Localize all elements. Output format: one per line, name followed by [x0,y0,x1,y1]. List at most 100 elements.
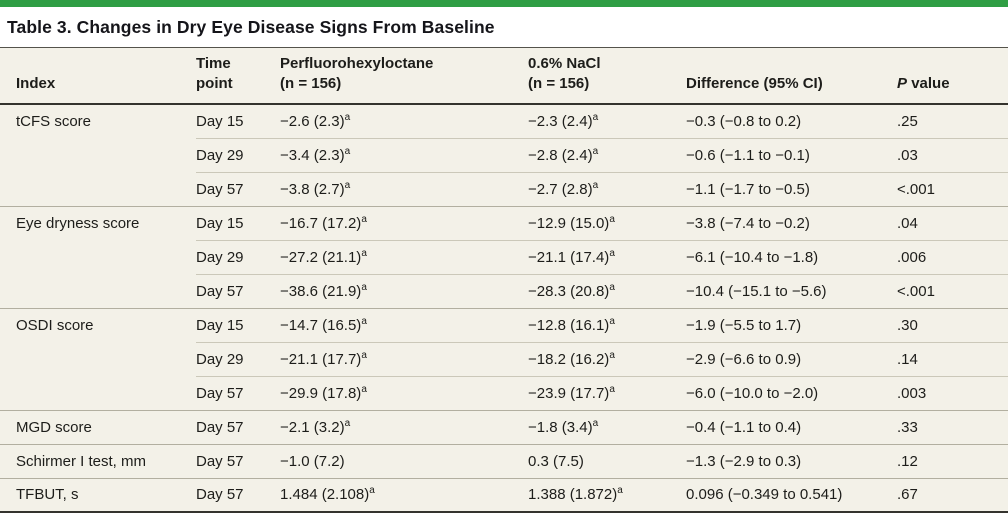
footnote-marker: a [592,417,599,429]
time-point-cell: Day 15 [196,205,280,240]
p-value-cell: .006 [897,239,1008,274]
pfho-value-cell: −3.4 (2.3)a [280,137,528,172]
header-difference: Difference (95% CI) [686,48,897,105]
footnote-marker: a [592,111,599,123]
table-row: TFBUT, s Day 57 1.484 (2.108)a 1.388 (1.… [0,477,1008,512]
difference-cell: 0.096 (−0.349 to 0.541) [686,477,897,512]
table-row: tCFS score Day 15 −2.6 (2.3)a −2.3 (2.4)… [0,104,1008,138]
pfho-value-cell: −3.8 (2.7)a [280,171,528,206]
time-point-cell: Day 29 [196,239,280,274]
table-row: Day 57 −29.9 (17.8)a −23.9 (17.7)a −6.0 … [0,375,1008,410]
pfho-value-cell: −29.9 (17.8)a [280,375,528,410]
index-cell: Eye dryness score [0,205,196,240]
difference-cell: −6.1 (−10.4 to −1.8) [686,239,897,274]
time-point-cell: Day 57 [196,171,280,206]
p-value-cell: .33 [897,409,1008,444]
table-title: Table 3. Changes in Dry Eye Disease Sign… [7,16,495,37]
table-row: Day 29 −21.1 (17.7)a −18.2 (16.2)a −2.9 … [0,341,1008,376]
time-point-cell: Day 15 [196,307,280,342]
index-cell [0,376,196,410]
table-row: MGD score Day 57 −2.1 (3.2)a −1.8 (3.4)a… [0,409,1008,444]
footnote-marker: a [609,315,615,327]
table-header-row: Index Time point Perfluorohexyloctane (n =… [0,48,1008,105]
difference-cell: −0.3 (−0.8 to 0.2) [686,112,802,130]
difference-cell: −2.9 (−6.6 to 0.9) [686,341,897,376]
nacl-value-cell: −2.7 (2.8)a [528,171,686,206]
p-value-cell: <.001 [897,171,1008,206]
footnote-marker: a [592,145,599,157]
nacl-value-cell: 0.3 (7.5) [528,443,686,478]
nacl-value-cell: −21.1 (17.4)a [528,239,686,274]
pfho-value-cell: −2.1 (3.2)a [280,409,528,444]
difference-cell: −1.9 (−5.5 to 1.7) [686,307,897,342]
footnote-marker: a [361,315,367,327]
footnote-marker: a [361,213,367,225]
nacl-value-cell: −2.3 (2.4)a [528,111,599,130]
pfho-value-cell: −2.6 (2.3)a [280,111,351,130]
difference-cell: −3.8 (−7.4 to −0.2) [686,205,897,240]
p-value-cell: <.001 [897,273,1008,308]
footnote-marker: a [361,247,367,259]
footnote-marker: a [609,247,615,259]
dry-eye-signs-table: Index Time point Perfluorohexyloctane (n =… [0,48,1008,513]
table-row: Day 57 −38.6 (21.9)a −28.3 (20.8)a −10.4… [0,273,1008,308]
table-row: Day 57 −3.8 (2.7)a −2.7 (2.8)a −1.1 (−1.… [0,171,1008,206]
p-value-cell: .003 [897,375,1008,410]
footnote-marker: a [609,349,615,361]
p-value-cell: .25 [897,112,918,130]
footnote-marker: a [609,281,615,293]
index-cell: TFBUT, s [0,477,196,512]
p-value-cell: .14 [897,341,1008,376]
footnote-marker: a [361,349,367,361]
footnote-marker: a [361,383,367,395]
time-point-cell: Day 29 [196,341,280,376]
nacl-value-cell: −12.8 (16.1)a [528,307,686,342]
time-point-cell: Day 57 [196,409,280,444]
pfho-value-cell: −38.6 (21.9)a [280,273,528,308]
time-point-cell: Day 57 [196,477,280,512]
footnote-marker: a [369,485,375,497]
header-p-value: P value [897,48,1008,105]
p-value-cell: .30 [897,307,1008,342]
pfho-value-cell: −14.7 (16.5)a [280,307,528,342]
pfho-value-cell: −27.2 (21.1)a [280,239,528,274]
header-index: Index [0,48,196,105]
index-cell [0,172,196,206]
nacl-value-cell: −23.9 (17.7)a [528,375,686,410]
footnote-marker: a [344,179,351,191]
nacl-value-cell: −2.8 (2.4)a [528,137,686,172]
footnote-marker: a [609,383,615,395]
p-value-cell: .03 [897,137,1008,172]
footnote-marker: a [344,145,351,157]
nacl-value-cell: −28.3 (20.8)a [528,273,686,308]
footnote-marker: a [344,417,351,429]
index-cell [0,274,196,308]
table-row: Eye dryness score Day 15 −16.7 (17.2)a −… [0,205,1008,240]
table-row: Day 29 −3.4 (2.3)a −2.8 (2.4)a −0.6 (−1.… [0,137,1008,172]
footnote-marker: a [361,281,367,293]
header-nacl: 0.6% NaCl (n = 156) [528,48,686,105]
pfho-value-cell: 1.484 (2.108)a [280,477,528,512]
index-cell: OSDI score [0,307,196,342]
index-cell [0,240,196,274]
difference-cell: −0.4 (−1.1 to 0.4) [686,409,897,444]
difference-cell: −0.6 (−1.1 to −0.1) [686,137,897,172]
time-point-cell: Day 57 [196,375,280,410]
p-value-cell: .67 [897,477,1008,512]
difference-cell: −1.1 (−1.7 to −0.5) [686,171,897,206]
p-value-cell: .04 [897,205,1008,240]
accent-top-bar [0,0,1008,7]
footnote-marker: a [617,485,623,497]
pfho-value-cell: −21.1 (17.7)a [280,341,528,376]
table-row: OSDI score Day 15 −14.7 (16.5)a −12.8 (1… [0,307,1008,342]
pfho-value-cell: −16.7 (17.2)a [280,205,528,240]
difference-cell: −6.0 (−10.0 to −2.0) [686,375,897,410]
p-value-cell: .12 [897,443,1008,478]
nacl-value-cell: 1.388 (1.872)a [528,477,686,512]
time-point-cell: Day 57 [196,443,280,478]
nacl-value-cell: −12.9 (15.0)a [528,205,686,240]
time-point-cell: Day 29 [196,137,280,172]
index-cell: tCFS score [16,113,92,130]
nacl-value-cell: −1.8 (3.4)a [528,409,686,444]
footnote-marker: a [609,213,615,225]
